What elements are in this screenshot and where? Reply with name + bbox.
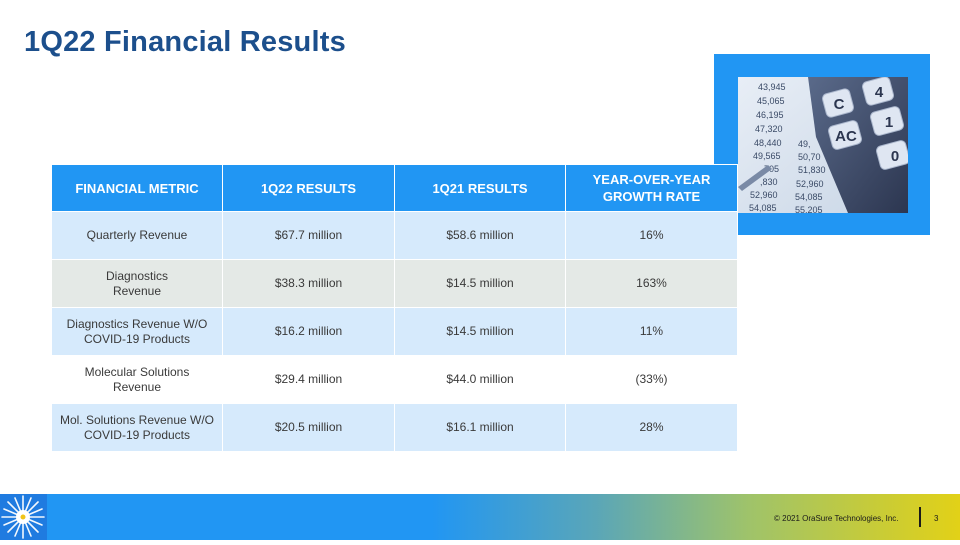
metric-cell: Diagnostics Revenue [51,259,223,308]
photo-number: ,830 [760,177,778,187]
growth-cell: 16% [565,211,738,260]
photo-number: 43,945 [758,82,786,92]
table-header-row: FINANCIAL METRIC 1Q22 RESULTS 1Q21 RESUL… [51,164,738,212]
page-title: 1Q22 Financial Results [24,26,346,58]
photo-number: 54,085 [795,192,823,202]
table-row: Molecular Solutions Revenue $29.4 millio… [51,355,738,404]
calc-key: C [834,96,845,113]
1q22-cell: $38.3 million [222,259,395,308]
photo-number: 52,960 [796,179,824,189]
header-1q21-results: 1Q21 RESULTS [394,164,566,212]
metric-cell: Quarterly Revenue [51,211,223,260]
header-1q22-results: 1Q22 RESULTS [222,164,395,212]
starburst-logo-icon [0,494,47,540]
1q22-cell: $29.4 million [222,355,395,404]
metric-cell: Molecular Solutions Revenue [51,355,223,404]
page-number: 3 [934,514,939,523]
photo-number: 50,70 [798,152,821,162]
photo-number: 49, [798,139,811,149]
growth-cell: 163% [565,259,738,308]
photo-number: 54,085 [749,203,777,213]
1q21-cell: $16.1 million [394,403,566,452]
table-row: Diagnostics Revenue W/O COVID-19 Product… [51,307,738,356]
1q21-cell: $44.0 million [394,355,566,404]
1q21-cell: $14.5 million [394,259,566,308]
financial-results-table: FINANCIAL METRIC 1Q22 RESULTS 1Q21 RESUL… [51,164,738,452]
metric-cell: Mol. Solutions Revenue W/O COVID-19 Prod… [51,403,223,452]
photo-number: 48,440 [754,138,782,148]
growth-cell: 11% [565,307,738,356]
photo-number: 52,960 [750,190,778,200]
calc-key: 1 [885,114,893,131]
header-growth-rate: YEAR-OVER-YEAR GROWTH RATE [565,164,738,212]
footer-divider [919,507,921,527]
photo-number: 55,205 [795,205,823,213]
footer-bar: © 2021 OraSure Technologies, Inc. 3 [0,494,960,540]
calculator-photo: 43,945 45,065 46,195 47,320 48,440 49,56… [738,77,908,213]
results-table-wrapper: FINANCIAL METRIC 1Q22 RESULTS 1Q21 RESUL… [51,164,738,452]
growth-cell: (33%) [565,355,738,404]
photo-number: 46,195 [756,110,784,120]
1q21-cell: $58.6 million [394,211,566,260]
table-row: Diagnostics Revenue $38.3 million $14.5 … [51,259,738,308]
table-row: Quarterly Revenue $67.7 million $58.6 mi… [51,211,738,260]
photo-number: 51,830 [798,165,826,175]
table-row: Mol. Solutions Revenue W/O COVID-19 Prod… [51,403,738,452]
header-financial-metric: FINANCIAL METRIC [51,164,223,212]
photo-number: 47,320 [755,124,783,134]
copyright-text: © 2021 OraSure Technologies, Inc. [774,514,899,523]
1q21-cell: $14.5 million [394,307,566,356]
calc-key: 4 [875,84,884,101]
metric-cell: Diagnostics Revenue W/O COVID-19 Product… [51,307,223,356]
calc-key: AC [835,128,857,145]
calc-key: 0 [891,148,899,165]
photo-number: 45,065 [757,96,785,106]
photo-number: 49,565 [753,151,781,161]
1q22-cell: $16.2 million [222,307,395,356]
1q22-cell: $20.5 million [222,403,395,452]
growth-cell: 28% [565,403,738,452]
1q22-cell: $67.7 million [222,211,395,260]
